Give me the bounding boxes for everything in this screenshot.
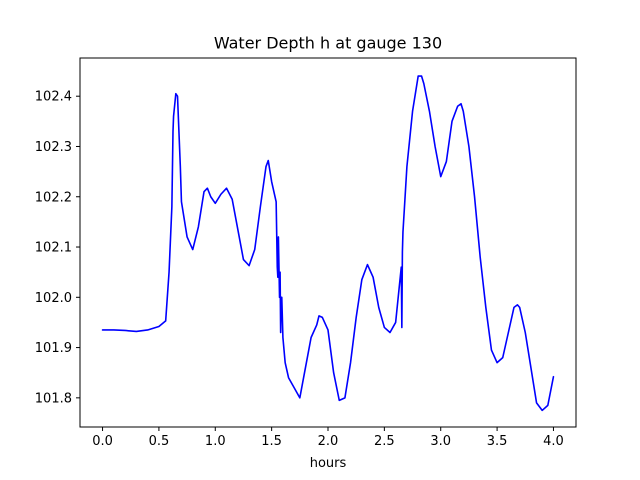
x-tick-label: 3.5 [487, 434, 508, 449]
series-line-0 [101, 75, 555, 412]
chart-title: Water Depth h at gauge 130 [214, 34, 442, 53]
y-tick-label: 102.2 [35, 190, 72, 205]
y-tick-label: 101.8 [35, 391, 72, 406]
x-tick-label: 3.0 [430, 434, 451, 449]
x-axis-label: hours [310, 456, 347, 471]
x-tick-label: 1.0 [205, 434, 226, 449]
y-tick-label: 102.3 [35, 140, 72, 155]
x-tick-label: 2.5 [374, 434, 395, 449]
x-tick-label: 4.0 [543, 434, 564, 449]
x-axis-ticks: 0.0 0.5 1.0 1.5 2.0 2.5 3.0 3.5 4.0 [92, 427, 564, 449]
x-tick-label: 2.0 [318, 434, 339, 449]
y-tick-label: 102.1 [35, 241, 72, 256]
y-tick-label: 101.9 [35, 341, 72, 356]
x-tick-label: 1.5 [261, 434, 282, 449]
y-tick-label: 102.0 [35, 291, 72, 306]
x-tick-label: 0.5 [149, 434, 170, 449]
x-tick-label: 0.0 [92, 434, 113, 449]
y-axis-ticks: 101.8 101.9 102.0 102.1 102.2 102.3 102.4 [35, 90, 80, 406]
y-tick-label: 102.4 [35, 90, 72, 105]
